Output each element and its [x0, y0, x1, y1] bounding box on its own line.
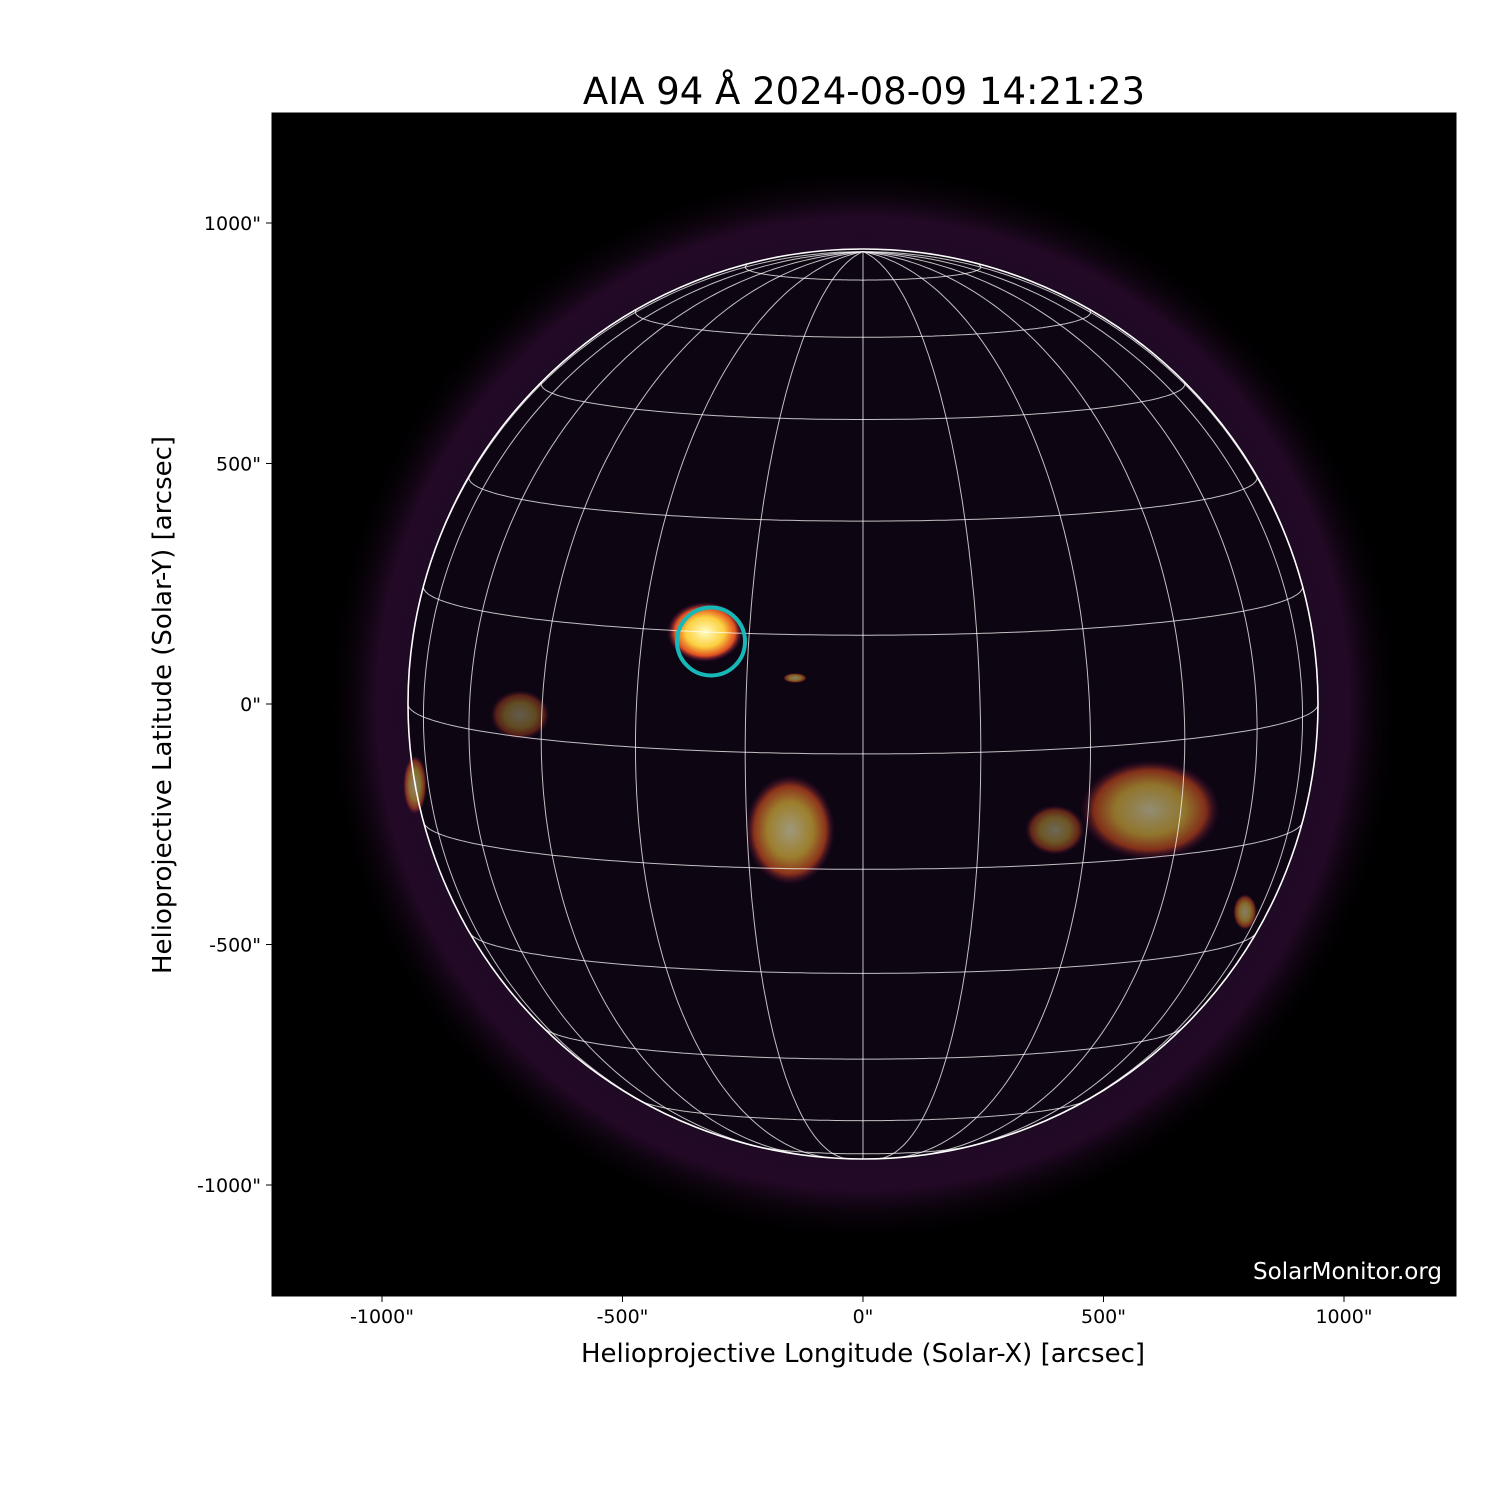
- latitude-line: [423, 822, 1303, 870]
- plot-area: SolarMonitor.org: [271, 112, 1457, 1297]
- latitude-line: [540, 380, 1186, 420]
- x-tick-label: 0": [853, 1306, 874, 1328]
- latitude-line: [469, 932, 1257, 974]
- x-axis: -1000" -500" 0" 500" 1000": [350, 1296, 1373, 1328]
- active-regions: [403, 602, 1257, 930]
- latitude-line: [407, 704, 1319, 755]
- latitude-line: [468, 475, 1258, 522]
- x-tick-label: -1000": [350, 1306, 414, 1328]
- y-axis: 1000" 500" 0" -500" -1000": [197, 213, 272, 1197]
- x-axis-label: Helioprojective Longitude (Solar-X) [arc…: [581, 1339, 1145, 1369]
- y-axis-label: Helioprojective Latitude (Solar-Y) [arcs…: [148, 436, 178, 974]
- longitude-line: [744, 251, 864, 1160]
- longitude-line: [468, 251, 864, 1151]
- active-region: [1233, 894, 1257, 930]
- active-region: [1025, 805, 1085, 855]
- y-tick-label: -1000": [197, 1175, 261, 1197]
- active-region: [783, 673, 807, 683]
- limb-outline: [407, 248, 1319, 1160]
- active-region: [1080, 760, 1220, 860]
- y-tick-label: 1000": [204, 213, 261, 235]
- longitude-line: [862, 251, 1091, 1159]
- region-marker: [675, 605, 748, 678]
- coordinate-grid: [407, 251, 1319, 1160]
- y-tick-label: 500": [216, 454, 261, 476]
- x-tick-label: 500": [1081, 1306, 1126, 1328]
- active-region: [490, 690, 550, 740]
- x-tick-label: 1000": [1315, 1306, 1372, 1328]
- watermark: SolarMonitor.org: [1253, 1259, 1442, 1285]
- longitude-line: [862, 251, 1258, 1151]
- y-tick-label: -500": [209, 935, 261, 957]
- x-tick-label: -500": [597, 1306, 649, 1328]
- latitude-line: [635, 307, 1091, 338]
- latitude-line: [543, 1027, 1183, 1060]
- latitude-line: [640, 1100, 1086, 1122]
- longitude-line: [862, 251, 1186, 1157]
- longitude-line: [540, 251, 864, 1157]
- longitude-line: [635, 251, 864, 1159]
- latitude-line: [744, 264, 982, 281]
- chart-title: AIA 94 Å 2024-08-09 14:21:23: [583, 69, 1145, 113]
- longitude-line: [862, 251, 1303, 1123]
- latitude-line: [756, 1145, 970, 1155]
- active-region: [745, 775, 835, 885]
- latitude-line: [423, 586, 1303, 636]
- y-tick-label: 0": [240, 694, 261, 716]
- longitude-line: [862, 251, 982, 1160]
- longitude-line: [423, 251, 864, 1123]
